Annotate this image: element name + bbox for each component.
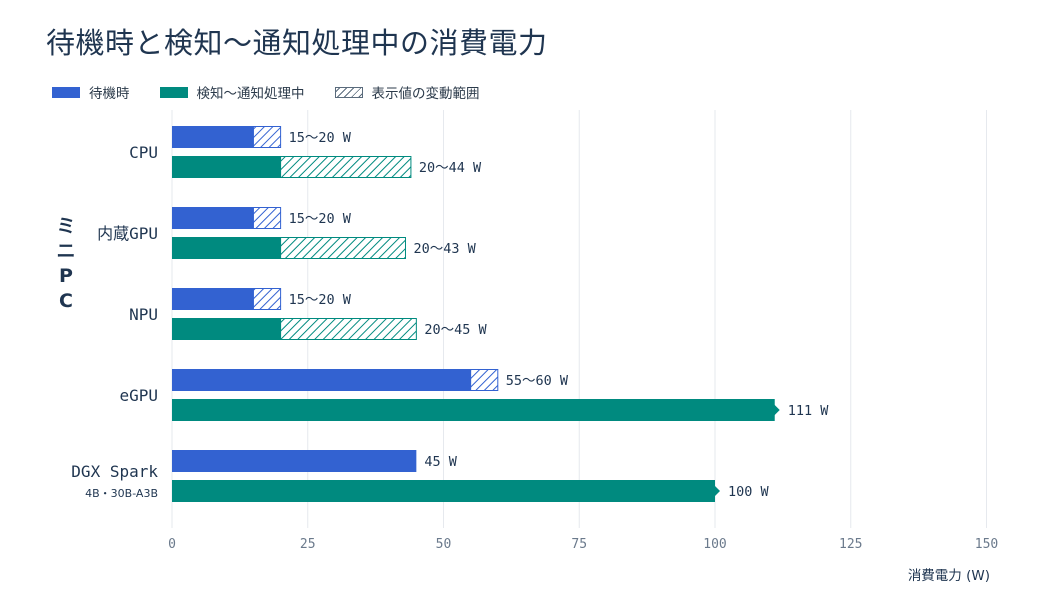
bar-active-range-2 [280, 318, 417, 340]
data-label-idle-4: 45 W [424, 454, 457, 470]
data-label-idle-3: 55〜60 W [506, 373, 569, 389]
group-label-char: ニ [56, 240, 75, 262]
bars [172, 126, 780, 502]
legend-label-idle: 待機時 [89, 86, 130, 102]
bar-idle-range-0 [252, 126, 282, 148]
x-tick-label-0: 0 [168, 537, 176, 552]
category-label-3: eGPU [119, 386, 158, 405]
bar-active-solid-4 [172, 480, 715, 502]
data-label-idle-1: 15〜20 W [289, 211, 352, 227]
legend-item-idle: 待機時 [52, 82, 130, 102]
legend: 待機時 検知〜通知処理中 表示値の変動範囲 [52, 82, 510, 102]
data-label-active-0: 20〜44 W [419, 160, 482, 176]
bar-idle-range-1 [252, 207, 282, 229]
legend-swatch-idle [52, 86, 80, 98]
x-axis-title: 消費電力 (W) [908, 568, 990, 584]
bar-idle-solid-3 [172, 369, 471, 391]
bar-active-solid-0 [172, 156, 281, 178]
data-label-active-4: 100 W [728, 484, 770, 500]
bar-idle-range-3 [470, 369, 499, 391]
data-label-idle-2: 15〜20 W [289, 292, 352, 308]
x-tick-label-25: 25 [300, 537, 316, 552]
group-label-char: ミ [56, 215, 75, 237]
bar-active-solid-3 [172, 399, 775, 421]
data-label-active-3: 111 W [788, 403, 830, 419]
legend-label-active: 検知〜通知処理中 [196, 86, 305, 102]
category-sublabel-4: 4B・30B-A3B [85, 487, 158, 500]
x-tick-label-75: 75 [571, 537, 587, 552]
bar-active-solid-1 [172, 237, 281, 259]
legend-swatch-active [159, 86, 188, 98]
legend-item-active: 検知〜通知処理中 [159, 82, 305, 102]
bar-idle-solid-0 [172, 126, 254, 148]
x-tick-label-150: 150 [975, 537, 998, 552]
bar-idle-solid-2 [172, 288, 254, 310]
bar-active-marker-3 [773, 404, 780, 416]
legend-item-range: 表示値の変動範囲 [334, 82, 480, 102]
bar-active-solid-2 [172, 318, 281, 340]
legend-swatch-range [334, 86, 363, 98]
category-label-2: NPU [129, 305, 158, 324]
x-tick-label-50: 50 [436, 537, 452, 552]
bar-active-marker-4 [714, 485, 720, 497]
chart-title: 待機時と検知〜通知処理中の消費電力 [46, 26, 548, 60]
category-label-4: DGX Spark [71, 462, 158, 481]
x-tick-label-125: 125 [839, 537, 862, 552]
bar-idle-range-2 [252, 288, 282, 310]
bar-active-range-0 [280, 156, 412, 178]
data-label-active-2: 20〜45 W [424, 322, 487, 338]
bar-active-range-1 [280, 237, 406, 259]
legend-label-range: 表示値の変動範囲 [371, 86, 480, 102]
bar-idle-solid-4 [172, 450, 417, 472]
bar-idle-solid-1 [172, 207, 254, 229]
data-label-idle-0: 15〜20 W [289, 130, 352, 146]
category-label-0: CPU [129, 143, 158, 162]
group-label-char: P [59, 265, 73, 287]
x-tick-label-100: 100 [703, 537, 726, 552]
group-label-char: C [59, 290, 73, 312]
category-label-1: 内蔵GPU [97, 224, 158, 243]
data-label-active-1: 20〜43 W [413, 241, 476, 257]
